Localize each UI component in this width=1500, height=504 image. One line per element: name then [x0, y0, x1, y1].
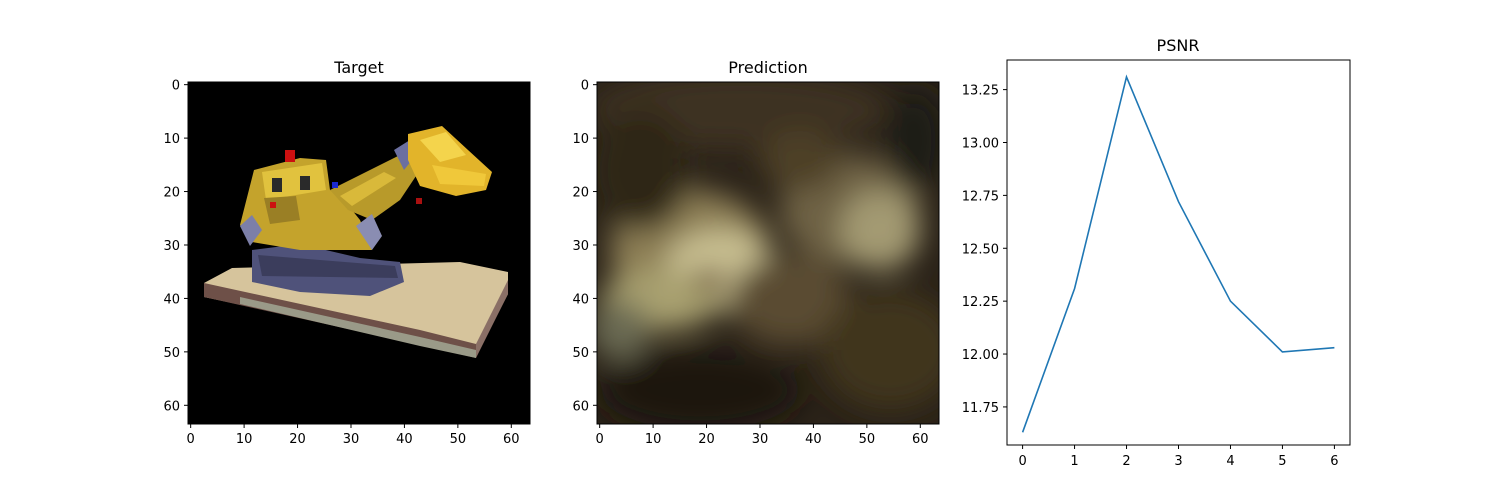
target-ytick-label: 10 — [163, 132, 180, 147]
psnr-ytick-label: 13.25 — [962, 84, 999, 99]
psnr-xtick-label: 0 — [1018, 454, 1026, 469]
psnr-axes-frame — [1006, 59, 1351, 446]
psnr-panel: PSNR 0 1 2 3 4 5 6 11.75 12.00 12.25 12.50 12.75 13.… — [962, 36, 1351, 469]
prediction-image — [597, 82, 939, 424]
target-image — [188, 82, 530, 424]
psnr-ticks: 0 1 2 3 4 5 6 11.75 12.00 12.25 12.50 12.75 13.00 13.… — [962, 84, 1339, 469]
target-xtick-label: 10 — [236, 432, 253, 447]
psnr-ytick-label: 12.25 — [962, 295, 999, 310]
target-ytick-label: 30 — [163, 239, 180, 254]
psnr-title: PSNR — [1157, 36, 1200, 55]
prediction-xtick-label: 20 — [698, 432, 715, 447]
prediction-xtick-label: 0 — [596, 432, 604, 447]
target-ytick-label: 20 — [163, 186, 180, 201]
target-xtick-label: 20 — [289, 432, 306, 447]
target-ytick-label: 0 — [172, 79, 180, 94]
psnr-ytick-label: 13.00 — [962, 137, 999, 152]
target-panel: Target — [163, 58, 531, 447]
prediction-ytick-label: 60 — [572, 399, 589, 414]
prediction-xtick-label: 50 — [859, 432, 876, 447]
psnr-xtick-label: 1 — [1070, 454, 1078, 469]
psnr-ytick-label: 12.75 — [962, 189, 999, 204]
target-title: Target — [333, 58, 384, 77]
prediction-ytick-label: 30 — [572, 239, 589, 254]
prediction-xtick-label: 60 — [912, 432, 929, 447]
prediction-xtick-label: 40 — [805, 432, 822, 447]
psnr-xtick-label: 3 — [1174, 454, 1182, 469]
psnr-series-line — [1021, 74, 1335, 433]
target-ytick-label: 40 — [163, 292, 180, 307]
target-xtick-label: 30 — [343, 432, 360, 447]
prediction-title: Prediction — [728, 58, 807, 77]
psnr-ytick-label: 12.00 — [962, 348, 999, 363]
psnr-xtick-label: 2 — [1122, 454, 1130, 469]
prediction-xtick-label: 10 — [645, 432, 662, 447]
prediction-ytick-label: 0 — [581, 79, 589, 94]
target-axes-frame — [187, 81, 531, 425]
target-xtick-label: 0 — [187, 432, 195, 447]
psnr-xtick-label: 4 — [1226, 454, 1234, 469]
psnr-ytick-label: 12.50 — [962, 242, 999, 257]
prediction-axes-frame — [596, 81, 940, 425]
psnr-ytick-label: 11.75 — [962, 401, 999, 416]
prediction-ytick-label: 40 — [572, 292, 589, 307]
target-ytick-label: 50 — [163, 346, 180, 361]
target-xtick-label: 40 — [396, 432, 413, 447]
prediction-ticks: 0 10 20 30 40 50 60 0 10 20 30 40 50 60 — [572, 79, 928, 447]
prediction-ytick-label: 20 — [572, 186, 589, 201]
psnr-plot — [1021, 74, 1335, 433]
prediction-ytick-label: 50 — [572, 346, 589, 361]
target-xtick-label: 50 — [450, 432, 467, 447]
prediction-xtick-label: 30 — [752, 432, 769, 447]
psnr-xtick-label: 6 — [1330, 454, 1338, 469]
prediction-ytick-label: 10 — [572, 132, 589, 147]
target-xtick-label: 60 — [503, 432, 520, 447]
target-ytick-label: 60 — [163, 399, 180, 414]
psnr-xtick-label: 5 — [1278, 454, 1286, 469]
target-ticks: 0 10 20 30 40 50 60 0 10 20 30 40 50 60 — [163, 79, 519, 447]
